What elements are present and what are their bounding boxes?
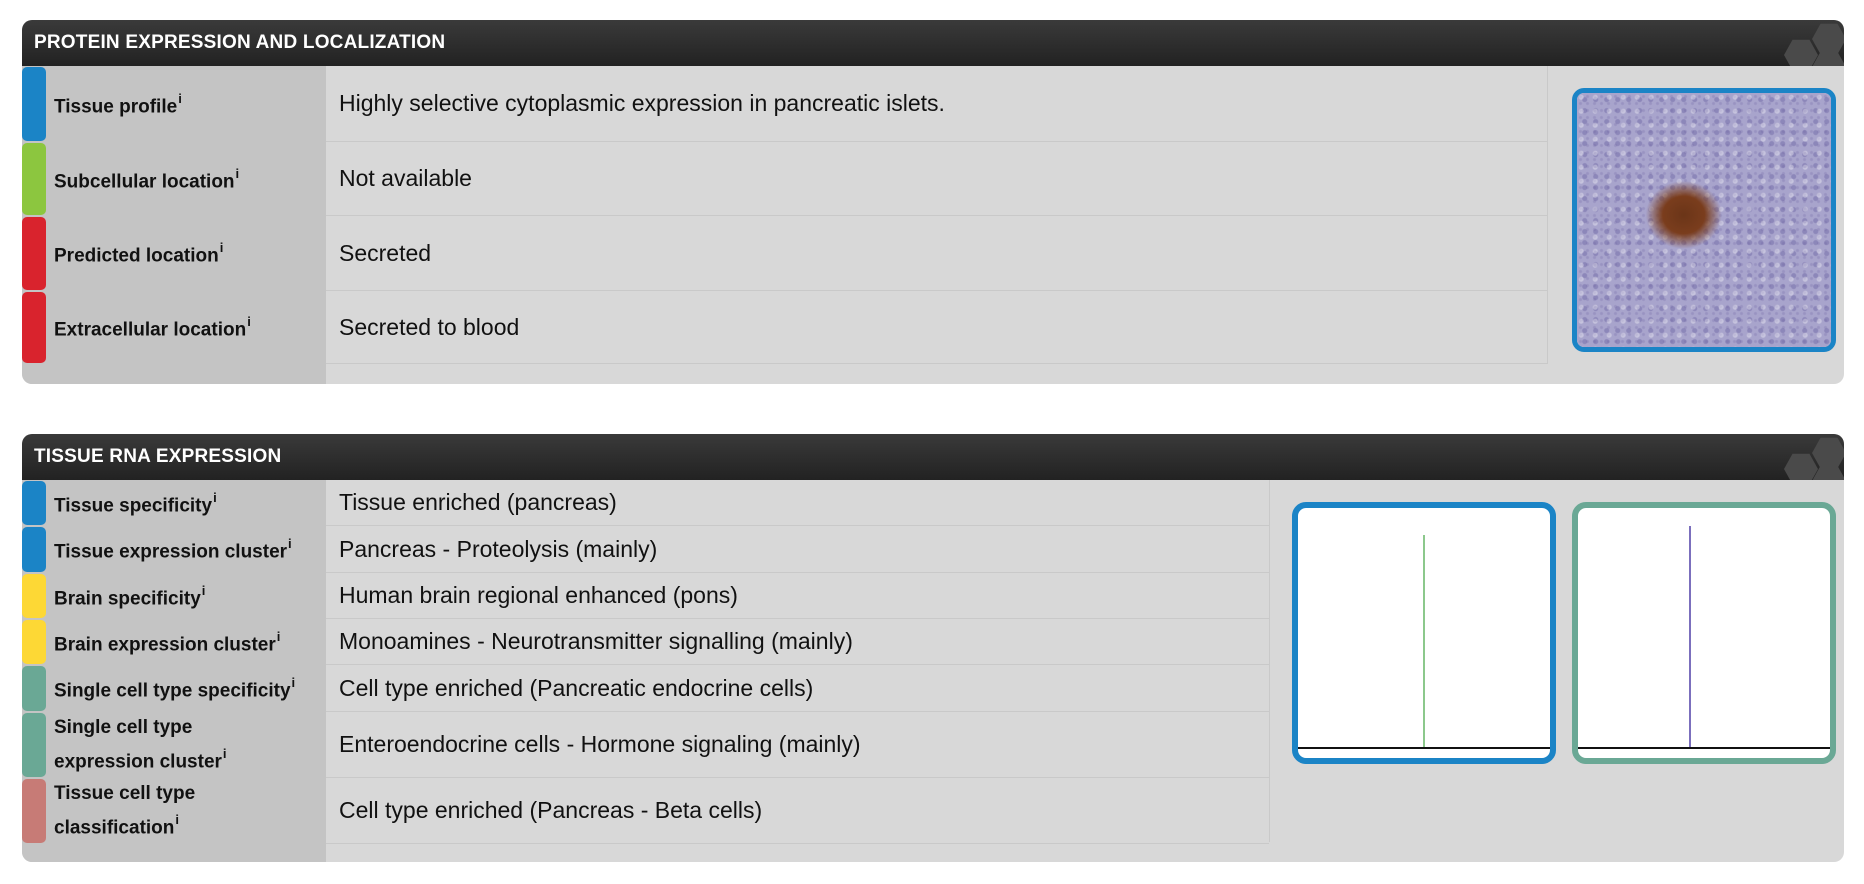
row-value-text: Cell type enriched (Pancreas - Beta cell… xyxy=(339,797,763,823)
single-cell-rna-chart-thumbnail[interactable] xyxy=(1572,502,1836,764)
row-label-text: Tissue profilei xyxy=(54,90,182,118)
row-label: Tissue profilei xyxy=(54,66,1547,142)
info-icon[interactable]: i xyxy=(178,90,182,106)
info-row: Brain specificityi Human brain regional e… xyxy=(22,573,1269,619)
row-value-text: Highly selective cytoplasmic expression … xyxy=(339,90,945,116)
info-row: Extracellular locationi Secreted to blood xyxy=(22,291,1547,364)
row-value: Pancreas - Proteolysis (mainly) xyxy=(326,526,1269,573)
row-label: Tissue cell type classificationi xyxy=(54,778,1269,844)
row-label: Predicted locationi xyxy=(54,216,1547,291)
row-label-text: Brain specificityi xyxy=(54,582,206,610)
info-icon[interactable]: i xyxy=(201,582,206,598)
row-value: Secreted to blood xyxy=(326,291,1547,364)
row-label-text: Subcellular locationi xyxy=(54,165,240,193)
row-label-text: Tissue cell type classificationi xyxy=(54,782,196,839)
category-color-bar xyxy=(22,574,46,618)
row-value: Cell type enriched (Pancreas - Beta cell… xyxy=(326,778,1269,844)
label-column xyxy=(22,66,326,384)
row-label-text: Predicted locationi xyxy=(54,240,224,267)
value-column-end-divider xyxy=(1269,480,1270,842)
info-icon[interactable]: i xyxy=(291,675,296,691)
info-row: Predicted locationi Secreted xyxy=(22,216,1547,291)
row-label-text: Brain expression clusteri xyxy=(54,628,281,656)
row-label: Brain expression clusteri xyxy=(54,619,1269,665)
category-color-bar xyxy=(22,666,46,711)
panel-header: TISSUE RNA EXPRESSION xyxy=(22,434,1844,480)
row-value: Highly selective cytoplasmic expression … xyxy=(326,66,1547,142)
info-row: Subcellular locationi Not available xyxy=(22,142,1547,216)
tissue-rna-chart xyxy=(1298,535,1550,749)
info-row: Tissue cell type classificationi Cell type… xyxy=(22,778,1269,844)
category-color-bar xyxy=(22,67,46,141)
info-icon[interactable]: i xyxy=(175,811,180,827)
row-label: Tissue expression clusteri xyxy=(54,526,1269,573)
row-value: Human brain regional enhanced (pons) xyxy=(326,573,1269,619)
row-label: Single cell type expression clusteri xyxy=(54,712,1269,778)
info-row: Tissue expression clusteri Pancreas - Pro… xyxy=(22,526,1269,573)
category-color-bar xyxy=(22,779,46,843)
label-column xyxy=(22,480,326,862)
hexagon-logo-icon xyxy=(1774,20,1844,66)
row-value-text: Pancreas - Proteolysis (mainly) xyxy=(339,535,658,562)
row-label: Extracellular locationi xyxy=(54,291,1547,364)
category-color-bar xyxy=(22,481,46,525)
category-color-bar xyxy=(22,620,46,664)
info-icon[interactable]: i xyxy=(288,536,292,552)
info-icon[interactable]: i xyxy=(247,314,251,330)
row-label-text: Single cell type expression clusteri xyxy=(54,716,227,773)
category-color-bar xyxy=(22,527,46,572)
row-label-text: Extracellular locationi xyxy=(54,314,251,341)
tissue-rna-chart-thumbnail[interactable] xyxy=(1292,502,1556,764)
protein-expression-panel: PROTEIN EXPRESSION AND LOCALIZATION Tiss… xyxy=(22,20,1844,384)
info-icon[interactable]: i xyxy=(213,489,217,505)
row-value-text: Tissue enriched (pancreas) xyxy=(339,489,617,515)
tissue-rna-panel: TISSUE RNA EXPRESSION Tissue specificity… xyxy=(22,434,1844,862)
info-row: Tissue profilei Highly selective cytoplas… xyxy=(22,66,1547,142)
row-value: Enteroendocrine cells - Hormone signalin… xyxy=(326,712,1269,778)
info-icon[interactable]: i xyxy=(219,240,224,256)
single-cell-rna-chart xyxy=(1578,526,1830,749)
row-label-text: Tissue expression clusteri xyxy=(54,536,292,563)
tissue-ihc-image xyxy=(1577,93,1831,347)
row-label-text: Single cell type specificityi xyxy=(54,675,296,702)
row-value-text: Cell type enriched (Pancreatic endocrine… xyxy=(339,674,814,701)
row-value-text: Enteroendocrine cells - Hormone signalin… xyxy=(339,731,861,757)
value-column-end-divider xyxy=(1547,66,1548,364)
info-icon[interactable]: i xyxy=(222,745,227,761)
row-label: Tissue specificityi xyxy=(54,480,1269,526)
row-label: Single cell type specificityi xyxy=(54,665,1269,712)
row-value: Cell type enriched (Pancreatic endocrine… xyxy=(326,665,1269,712)
row-value-text: Human brain regional enhanced (pons) xyxy=(339,582,738,608)
category-color-bar xyxy=(22,713,46,777)
row-label: Subcellular locationi xyxy=(54,142,1547,216)
info-icon[interactable]: i xyxy=(235,165,240,181)
category-color-bar xyxy=(22,292,46,363)
row-value: Secreted xyxy=(326,216,1547,291)
info-icon[interactable]: i xyxy=(276,628,281,644)
info-row: Single cell type specificityi Cell type e… xyxy=(22,665,1269,712)
row-value: Tissue enriched (pancreas) xyxy=(326,480,1269,526)
row-value-text: Not available xyxy=(339,165,472,191)
panel-title: PROTEIN EXPRESSION AND LOCALIZATION xyxy=(34,32,446,53)
row-value-text: Monoamines - Neurotransmitter signalling… xyxy=(339,628,853,654)
panel-header: PROTEIN EXPRESSION AND LOCALIZATION xyxy=(22,20,1844,66)
row-value-text: Secreted xyxy=(339,239,432,266)
info-row: Brain expression clusteri Monoamines - Ne… xyxy=(22,619,1269,665)
panel-title: TISSUE RNA EXPRESSION xyxy=(34,446,282,467)
row-value: Monoamines - Neurotransmitter signalling… xyxy=(326,619,1269,665)
row-value-text: Secreted to blood xyxy=(339,313,520,340)
row-label-text: Tissue specificityi xyxy=(54,489,217,517)
info-row: Tissue specificityi Tissue enriched (panc… xyxy=(22,480,1269,526)
info-row: Single cell type expression clusteri Enter… xyxy=(22,712,1269,778)
tissue-image-thumbnail[interactable] xyxy=(1572,88,1836,352)
row-value: Not available xyxy=(326,142,1547,216)
row-label: Brain specificityi xyxy=(54,573,1269,619)
hexagon-logo-icon xyxy=(1774,434,1844,480)
category-color-bar xyxy=(22,143,46,215)
category-color-bar xyxy=(22,217,46,290)
